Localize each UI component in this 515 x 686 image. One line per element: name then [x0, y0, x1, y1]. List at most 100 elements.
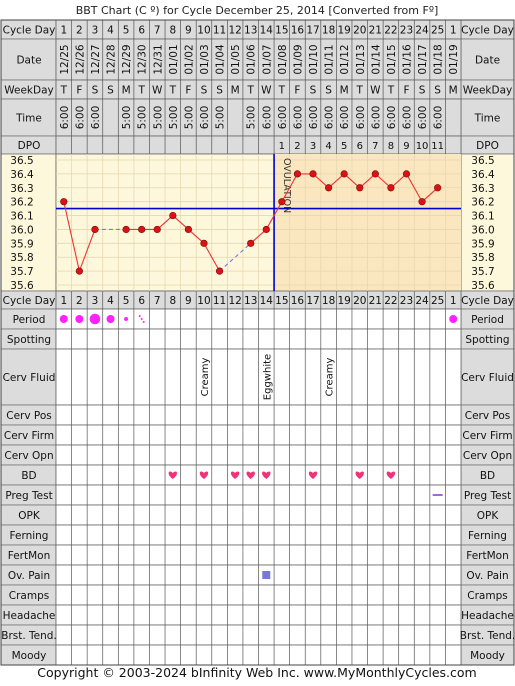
- dpo-number: 5: [341, 141, 347, 152]
- row-label-right-brst-tend: Brst. Tend.: [460, 630, 515, 642]
- temp-point: [200, 239, 208, 247]
- ovulation-label: OVULATION: [281, 158, 292, 213]
- row-label-right-cycle-day: Cycle Day: [461, 295, 514, 307]
- weekday-label: F: [403, 85, 409, 97]
- cerv-fluid-label: Creamy: [325, 358, 336, 397]
- date-label: 01/10: [308, 44, 320, 74]
- cycle-day-number: 15: [275, 295, 288, 307]
- bd-heart-icon: [308, 471, 318, 479]
- temp-point: [153, 225, 161, 234]
- cycle-day-number: 6: [138, 295, 145, 307]
- y-tick-label: 35.8: [10, 252, 33, 264]
- date-label: 01/11: [324, 44, 336, 74]
- time-label: 5:00: [121, 106, 133, 130]
- row-label-cerv-fluid: Cerv Fluid: [3, 372, 56, 384]
- dpo-number: 6: [357, 141, 363, 152]
- row-label-right-ferning: Ferning: [468, 530, 507, 542]
- row-label-date: Date: [16, 55, 41, 67]
- row-label-dpo: DPO: [18, 140, 41, 152]
- cycle-day-number: 1: [60, 295, 67, 307]
- date-label: 01/15: [386, 44, 398, 74]
- date-label: 12/25: [59, 44, 71, 74]
- bd-heart-icon: [386, 471, 396, 479]
- y-tick-label-right: 36.1: [471, 211, 494, 223]
- temp-point: [75, 267, 83, 275]
- temp-point: [371, 170, 379, 178]
- period-dot: [106, 315, 115, 323]
- temp-point: [309, 170, 317, 178]
- cycle-day-number: 5: [123, 25, 130, 37]
- date-label: 01/09: [292, 44, 304, 74]
- cycle-day-number: 8: [169, 25, 176, 37]
- cycle-day-number: 13: [244, 25, 257, 37]
- date-label: 01/05: [230, 44, 242, 74]
- date-label: 12/28: [106, 44, 118, 74]
- chart-border: [0, 19, 515, 666]
- row-label-ov-pain: Ov. Pain: [8, 570, 50, 582]
- row-label-ferning: Ferning: [10, 530, 49, 542]
- date-label: 01/08: [277, 44, 289, 74]
- time-label: 6:00: [355, 106, 367, 130]
- cycle-day-number: 14: [260, 295, 274, 307]
- cycle-day-number: 13: [244, 295, 257, 307]
- y-tick-label-right: 35.7: [471, 266, 494, 278]
- bd-heart-icon: [355, 471, 364, 479]
- date-label: 12/31: [152, 44, 164, 74]
- cycle-day-number: 18: [322, 295, 335, 307]
- temp-point: [60, 198, 68, 206]
- date-label: 01/07: [261, 44, 273, 74]
- temp-point: [278, 198, 286, 206]
- weekday-label: W: [152, 85, 163, 97]
- y-tick-label-right: 36.2: [471, 197, 494, 209]
- date-label: 12/26: [74, 44, 86, 75]
- cycle-day-number: 3: [92, 25, 99, 37]
- weekday-label: S: [92, 85, 99, 97]
- cycle-day-number: 21: [369, 295, 382, 307]
- date-label: 01/12: [339, 44, 351, 74]
- row-label-right-date: Date: [475, 55, 500, 67]
- row-label-right-cramps: Cramps: [467, 590, 507, 602]
- cycle-day-number: 9: [185, 295, 192, 307]
- row-label-right-cerv-opn: Cerv Opn: [463, 450, 512, 462]
- cycle-day-number: 12: [228, 25, 241, 37]
- temp-point: [434, 184, 442, 192]
- weekday-label: T: [356, 85, 364, 97]
- weekday-label: M: [340, 85, 349, 97]
- weekday-label: T: [60, 85, 68, 97]
- bd-heart-icon: [230, 471, 240, 479]
- dpo-number: 10: [416, 141, 429, 152]
- row-label-cycle-day: Cycle Day: [3, 295, 56, 307]
- temp-line: [78, 229, 96, 272]
- temp-point: [122, 225, 130, 234]
- cycle-day-number: 1: [450, 25, 457, 37]
- row-label-brst-tend: Brst. Tend.: [1, 630, 57, 642]
- temp-point: [169, 211, 177, 220]
- temp-point: [324, 184, 333, 192]
- time-label: 5:00: [152, 106, 164, 130]
- cycle-day-number: 20: [353, 25, 366, 37]
- ov-pain-marker: [262, 571, 271, 579]
- cycle-day-number: 2: [76, 295, 83, 307]
- y-tick-label-right: 36.3: [471, 183, 494, 195]
- bd-heart-icon: [262, 471, 271, 479]
- temp-line: [203, 243, 221, 272]
- row-label-right-period: Period: [471, 314, 504, 326]
- date-label: 01/03: [199, 44, 211, 74]
- weekday-label: F: [185, 85, 191, 97]
- weekday-label: F: [76, 85, 82, 97]
- dpo-number: 7: [372, 141, 378, 152]
- cycle-day-number: 14: [260, 25, 274, 37]
- temp-point: [402, 170, 411, 178]
- row-label-weekday: WeekDay: [4, 85, 54, 97]
- weekday-label: M: [231, 85, 240, 97]
- y-tick-label: 36.0: [10, 224, 33, 236]
- cycle-day-number: 16: [291, 295, 305, 307]
- time-label: 6:00: [386, 106, 398, 130]
- time-label: 5:00: [168, 106, 180, 130]
- temp-point: [138, 225, 146, 234]
- time-label: 6:00: [401, 106, 413, 130]
- cycle-day-number: 1: [450, 295, 457, 307]
- time-label: 6:00: [199, 106, 211, 130]
- date-label: 01/01: [168, 44, 180, 74]
